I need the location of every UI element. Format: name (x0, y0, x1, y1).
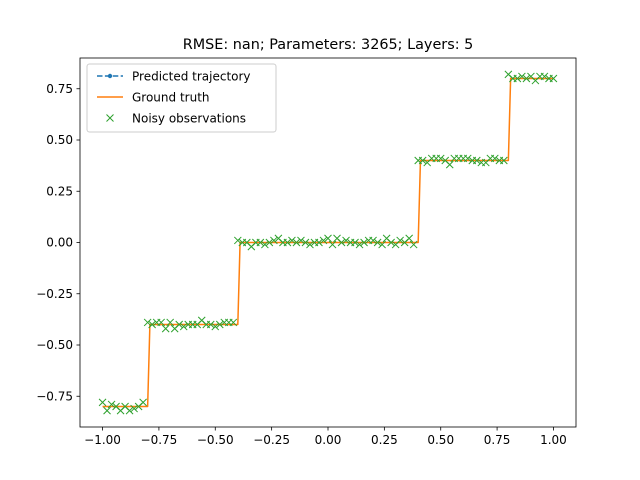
data-point (522, 74, 531, 83)
data-point (324, 234, 332, 243)
x-tick-label: 0.00 (315, 433, 342, 447)
data-point (206, 320, 215, 329)
data-point (445, 160, 454, 169)
data-point (292, 238, 301, 247)
legend-swatch-marker (107, 73, 113, 79)
legend-label: Predicted trajectory (132, 69, 251, 83)
y-tick-label: 0.50 (46, 133, 73, 147)
data-point (342, 236, 350, 245)
y-tick-label: −0.25 (36, 287, 73, 301)
data-point (396, 236, 404, 245)
data-point (549, 74, 558, 83)
y-tick-label: 0.00 (46, 236, 73, 250)
data-point (351, 238, 359, 247)
y-tick-label: 0.25 (46, 184, 73, 198)
data-point (378, 240, 386, 249)
data-point (288, 236, 296, 245)
x-tick-label: −0.50 (197, 433, 234, 447)
data-point (418, 156, 427, 165)
data-point (265, 238, 274, 247)
x-tick-label: −1.00 (84, 433, 121, 447)
legend-label: Ground truth (132, 90, 210, 104)
data-point (98, 398, 107, 407)
data-point (297, 236, 305, 245)
data-point (409, 240, 418, 249)
data-point (261, 240, 269, 249)
y-tick-label: 0.75 (46, 82, 73, 96)
data-point (500, 156, 508, 165)
data-point (157, 318, 166, 327)
axes-frame (79, 57, 577, 428)
x-tick-label: 0.50 (427, 433, 454, 447)
legend: Predicted trajectory Ground truth Noisy ob… (86, 63, 277, 133)
x-tick-label: 0.75 (484, 433, 511, 447)
data-point (463, 154, 472, 163)
data-point (518, 72, 526, 81)
data-point (373, 238, 382, 247)
x-tick-label: −0.25 (253, 433, 290, 447)
data-point (319, 236, 328, 245)
data-point (107, 400, 116, 409)
legend-swatch-marker (106, 114, 114, 122)
x-tick-label: 1.00 (540, 433, 567, 447)
data-point (179, 322, 188, 331)
legend-box (86, 63, 277, 133)
data-point (490, 154, 499, 163)
data-point (233, 236, 242, 245)
data-point (405, 234, 414, 243)
data-point (256, 238, 265, 247)
data-point (215, 320, 224, 329)
data-point (175, 320, 184, 329)
chart-title: RMSE: nan; Parameters: 3265; Layers: 5 (183, 37, 474, 53)
x-tick-label: −0.75 (141, 433, 178, 447)
data-point (148, 320, 156, 329)
data-point (387, 238, 395, 247)
data-point (301, 238, 310, 247)
data-point (306, 240, 314, 249)
data-point (540, 72, 549, 81)
data-point (360, 238, 368, 247)
legend-label: Noisy observations (132, 111, 246, 125)
data-point (166, 318, 175, 327)
data-point (369, 236, 377, 245)
data-point (139, 398, 147, 407)
data-point (355, 240, 364, 249)
data-point (472, 156, 481, 165)
data-point (229, 318, 238, 327)
data-point (315, 238, 323, 247)
y-tick-label: −0.50 (36, 338, 73, 352)
data-point (103, 406, 111, 415)
data-point (125, 406, 134, 415)
data-point (513, 74, 522, 83)
data-point (270, 236, 278, 245)
data-point (211, 322, 220, 331)
data-point (283, 238, 292, 247)
data-point (161, 324, 170, 333)
data-point (337, 238, 346, 247)
data-point (328, 240, 337, 249)
series-line-1 (102, 77, 554, 408)
data-point (143, 318, 152, 327)
data-point (436, 154, 445, 163)
x-tick-label: 0.25 (371, 433, 398, 447)
data-point (130, 404, 138, 413)
y-tick-label: −0.75 (36, 389, 73, 403)
